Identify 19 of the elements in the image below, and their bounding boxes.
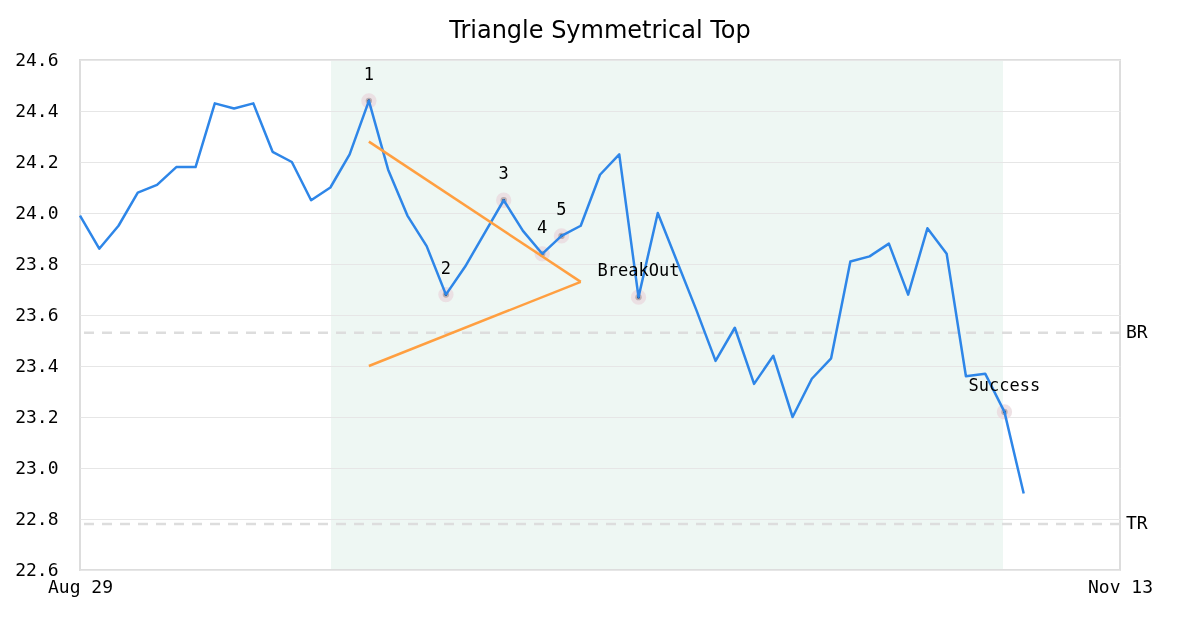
y-tick-label: 23.8 xyxy=(15,252,59,274)
chart-title: Triangle Symmetrical Top xyxy=(448,16,751,44)
y-tick-label: 24.6 xyxy=(15,48,59,70)
y-tick-label: 23.4 xyxy=(15,354,59,376)
y-tick-label: 24.2 xyxy=(15,150,59,172)
annotation: 5 xyxy=(556,198,567,219)
ref-line-label: TR xyxy=(1126,512,1148,534)
ref-line-label: BR xyxy=(1126,320,1148,342)
y-tick-label: 24.4 xyxy=(15,99,59,121)
y-tick-label: 22.8 xyxy=(15,507,59,529)
y-tick-label: 23.6 xyxy=(15,303,59,325)
annotation: 4 xyxy=(537,216,548,237)
x-tick-label: Nov 13 xyxy=(1087,575,1154,597)
y-tick-label: 24.0 xyxy=(15,201,59,223)
annotation: 3 xyxy=(498,163,509,184)
annotation: 2 xyxy=(440,257,452,278)
y-tick-label: 23.0 xyxy=(15,456,59,478)
annotation: 1 xyxy=(363,63,375,84)
y-tick-label: 23.2 xyxy=(15,405,59,427)
